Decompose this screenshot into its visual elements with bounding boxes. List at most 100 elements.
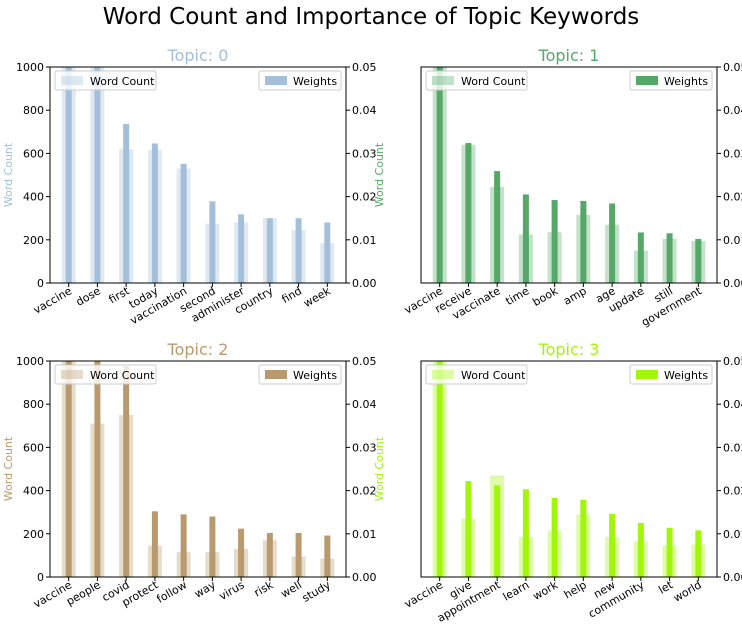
y-left-tick-label: 800 bbox=[23, 398, 44, 411]
legend-word-count: Word Count bbox=[425, 364, 528, 385]
legend-swatch bbox=[265, 76, 287, 85]
y-right-tick-label: 0.01 bbox=[352, 234, 377, 247]
legend-swatch bbox=[636, 370, 658, 379]
plot-frame bbox=[49, 360, 347, 578]
legend-label: Weights bbox=[293, 75, 337, 88]
y-right-tick-label: 0.00 bbox=[352, 277, 377, 290]
weight-bar bbox=[123, 124, 130, 283]
x-tick-label: well bbox=[279, 578, 304, 600]
legend-word-count: Word Count bbox=[54, 70, 157, 91]
x-tick-label: way bbox=[192, 578, 218, 601]
weight-bar bbox=[324, 222, 331, 283]
weight-bar bbox=[609, 203, 616, 283]
y-axis-label: Word Count bbox=[2, 436, 15, 501]
weight-bar bbox=[637, 523, 644, 577]
legend-label: Weights bbox=[664, 75, 708, 88]
legend-box bbox=[258, 364, 342, 385]
weight-bar bbox=[522, 194, 529, 283]
legend-box bbox=[54, 70, 157, 91]
x-tick-label: let bbox=[656, 578, 675, 597]
y-right-tick-label: 0.03 bbox=[723, 147, 742, 160]
legend-label: Word Count bbox=[90, 75, 155, 88]
subplot-title: Topic: 1 bbox=[538, 46, 600, 65]
y-left-tick-label: 800 bbox=[23, 104, 44, 117]
legend-box bbox=[54, 364, 157, 385]
legend-swatch bbox=[432, 370, 454, 379]
x-tick-label: follow bbox=[155, 578, 190, 605]
weight-bar bbox=[295, 532, 302, 577]
weight-bar bbox=[494, 485, 501, 577]
weight-bar bbox=[209, 516, 216, 577]
weight-bar bbox=[551, 200, 558, 283]
legend-weights: Weights bbox=[258, 70, 342, 91]
weight-bar bbox=[266, 532, 273, 577]
x-tick-label: week bbox=[301, 284, 333, 310]
legend-swatch bbox=[61, 370, 83, 379]
x-tick-label: world bbox=[671, 578, 704, 604]
legend-box bbox=[425, 70, 528, 91]
legend-swatch bbox=[432, 76, 454, 85]
y-left-tick-label: 600 bbox=[23, 441, 44, 454]
y-axis-label: Word Count bbox=[373, 436, 386, 501]
y-right-tick-label: 0.00 bbox=[352, 571, 377, 584]
legend-label: Weights bbox=[664, 369, 708, 382]
weight-bar bbox=[666, 233, 673, 283]
plot-frame bbox=[49, 66, 347, 284]
legend-box bbox=[629, 70, 713, 91]
legend-label: Word Count bbox=[90, 369, 155, 382]
y-axis-label: Word Count bbox=[2, 142, 15, 207]
plot-frame bbox=[420, 360, 718, 578]
legend-label: Word Count bbox=[461, 75, 526, 88]
y-right-tick-label: 0.04 bbox=[352, 104, 377, 117]
weight-bar bbox=[522, 489, 529, 577]
weight-bar bbox=[180, 514, 187, 577]
y-right-tick-label: 0.05 bbox=[352, 61, 377, 74]
weight-bar bbox=[266, 218, 273, 283]
weight-bar bbox=[94, 67, 101, 283]
x-tick-label: help bbox=[562, 578, 589, 601]
legend-weights: Weights bbox=[258, 364, 342, 385]
x-tick-label: book bbox=[530, 284, 560, 309]
subplot-title: Topic: 3 bbox=[538, 340, 600, 359]
y-right-tick-label: 0.02 bbox=[352, 485, 377, 498]
weight-bar bbox=[695, 238, 702, 283]
weight-bar bbox=[65, 67, 72, 283]
legend-word-count: Word Count bbox=[425, 70, 528, 91]
subplot-title: Topic: 2 bbox=[167, 340, 229, 359]
weight-bar bbox=[695, 530, 702, 577]
legend-weights: Weights bbox=[629, 70, 713, 91]
y-right-tick-label: 0.02 bbox=[352, 191, 377, 204]
legend-label: Weights bbox=[293, 369, 337, 382]
x-tick-label: community bbox=[586, 578, 647, 621]
weight-bar bbox=[295, 218, 302, 283]
legend-swatch bbox=[265, 370, 287, 379]
legend-box bbox=[629, 364, 713, 385]
y-left-tick-label: 400 bbox=[23, 191, 44, 204]
legend-swatch bbox=[61, 76, 83, 85]
y-right-tick-label: 0.01 bbox=[352, 528, 377, 541]
weight-bar bbox=[238, 214, 245, 283]
legend-label: Word Count bbox=[461, 369, 526, 382]
x-tick-label: study bbox=[300, 578, 333, 605]
weight-bar bbox=[494, 171, 501, 283]
legend-word-count: Word Count bbox=[54, 364, 157, 385]
y-right-tick-label: 0.05 bbox=[723, 61, 742, 74]
y-right-tick-label: 0.03 bbox=[352, 147, 377, 160]
weight-bar bbox=[436, 67, 443, 283]
weight-bar bbox=[123, 366, 130, 577]
x-tick-label: amp bbox=[561, 284, 589, 307]
weight-bar bbox=[666, 527, 673, 577]
y-axis-label: Word Count bbox=[373, 142, 386, 207]
x-tick-label: work bbox=[531, 578, 561, 603]
weight-bar bbox=[465, 481, 472, 577]
weight-bar bbox=[94, 361, 101, 577]
y-left-tick-label: 0 bbox=[37, 571, 44, 584]
y-right-tick-label: 0.01 bbox=[723, 528, 742, 541]
y-right-tick-label: 0.05 bbox=[723, 355, 742, 368]
y-left-tick-label: 1000 bbox=[16, 355, 44, 368]
x-tick-label: time bbox=[503, 284, 531, 308]
